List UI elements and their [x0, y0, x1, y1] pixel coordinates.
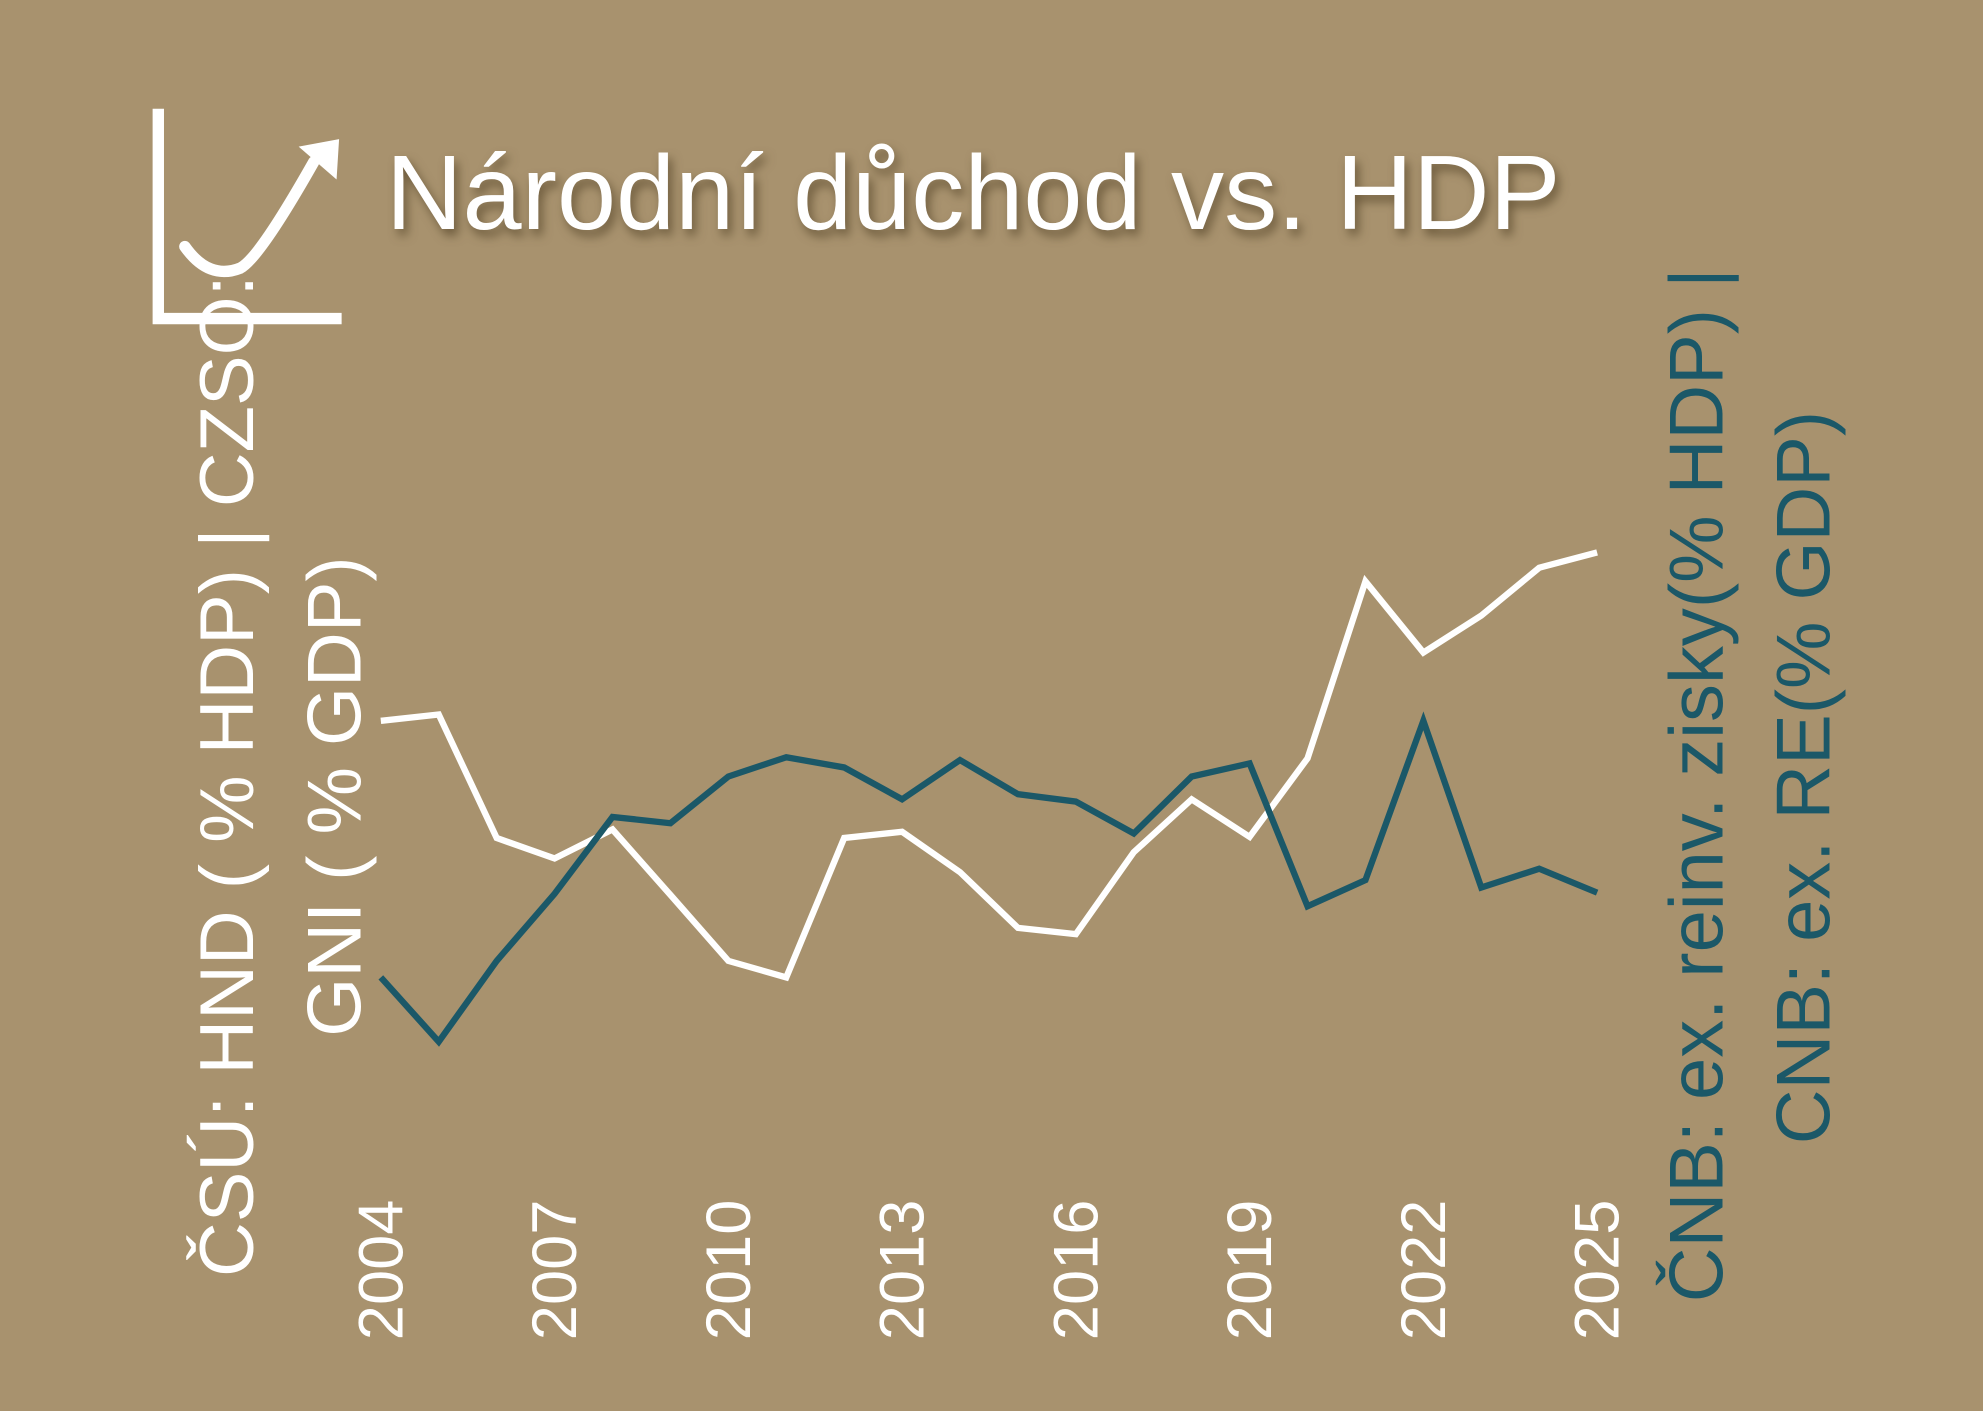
- x-tick-label: 2022: [1389, 1200, 1459, 1341]
- chart-title: Národní důchod vs. HDP: [386, 133, 1561, 252]
- x-tick-label: 2019: [1215, 1200, 1285, 1341]
- series-line: [380, 549, 1598, 982]
- x-tick-label: 2025: [1563, 1200, 1633, 1341]
- x-tick-label: 2013: [868, 1200, 938, 1341]
- x-tick-label: 2010: [694, 1200, 764, 1341]
- series-line: [378, 711, 1599, 1047]
- series-label: ČNB: ex. reinv. zisky(% HDP) |: [1654, 268, 1739, 1302]
- x-tick-label: 2007: [520, 1200, 590, 1341]
- x-tick-label: 2016: [1041, 1200, 1111, 1341]
- series-label: GNI ( % GDP): [293, 556, 378, 1036]
- series-label: ČSÚ: HND ( % HDP) | CZSO:: [185, 275, 270, 1277]
- chart-icon: [152, 108, 342, 325]
- series-label: CNB: ex. RE(% GDP): [1762, 411, 1847, 1144]
- x-tick-label: 2004: [346, 1200, 416, 1341]
